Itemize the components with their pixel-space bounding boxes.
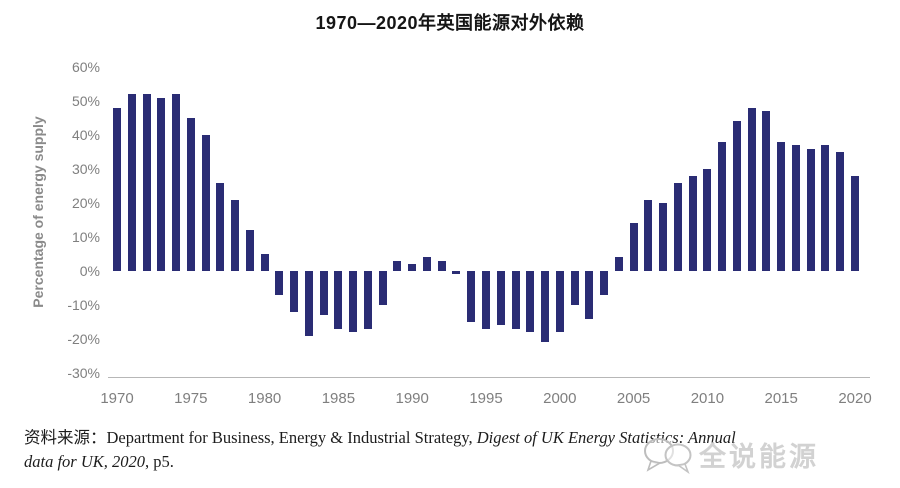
bar-2003: [600, 271, 609, 295]
y-tick-label: -30%: [67, 365, 100, 381]
bar-1975: [186, 118, 195, 271]
y-tick-label: 20%: [71, 195, 100, 211]
y-tick-label: 0%: [79, 263, 100, 279]
source-suffix: , p5.: [145, 452, 174, 471]
y-tick-label: -20%: [67, 331, 100, 347]
x-tick-label: 2020: [838, 390, 872, 407]
bar-2000: [555, 271, 564, 333]
bar-2011: [718, 141, 727, 271]
x-tick-label: 1975: [174, 390, 208, 407]
bar-2004: [614, 257, 623, 271]
bar-1982: [290, 271, 299, 312]
chart-title: 1970—2020年英国能源对外依赖: [315, 13, 585, 33]
source-line-1: 资料来源：Department for Business, Energy & I…: [24, 426, 890, 450]
bar-1974: [172, 94, 181, 271]
bar-1992: [437, 260, 446, 271]
x-tick-label: 1970: [100, 390, 134, 407]
source-prefix: 资料来源：: [24, 428, 107, 447]
bar-2014: [762, 111, 771, 271]
x-tick-label: 1990: [395, 390, 429, 407]
y-axis-ticks: 60% 50% 40% 30% 20% 10% 0% -10% -20% -30%: [0, 0, 100, 420]
x-tick-label: 1985: [321, 390, 356, 407]
y-tick-label: 50%: [71, 93, 100, 109]
bar-2010: [703, 169, 712, 271]
bar-2001: [570, 271, 579, 305]
bar-1976: [201, 135, 210, 271]
source-italic-2: data for UK, 2020: [24, 452, 146, 471]
bar-2015: [777, 141, 786, 271]
x-tick-label: 2005: [616, 390, 651, 407]
x-tick-label: 2015: [764, 390, 798, 407]
bar-2012: [732, 121, 741, 271]
bar-2020: [851, 175, 859, 271]
bar-1970: [113, 107, 121, 271]
x-tick-label: 1980: [247, 390, 282, 407]
bar-1979: [245, 230, 254, 271]
bar-1971: [127, 94, 136, 271]
bar-2013: [747, 107, 756, 271]
y-tick-label: 10%: [71, 229, 100, 245]
source-italic-1: Digest of UK Energy Statistics: Annual: [476, 428, 736, 447]
bar-1997: [511, 271, 520, 329]
x-tick-label: 2000: [543, 390, 577, 407]
bar-1985: [334, 271, 343, 329]
bar-1983: [304, 271, 313, 336]
bar-2006: [644, 199, 653, 271]
bar-1994: [467, 271, 476, 322]
y-tick-label: 30%: [71, 161, 100, 177]
bar-1996: [496, 271, 505, 326]
source-line-2: data for UK, 2020, p5.: [24, 450, 890, 474]
bar-1972: [142, 94, 151, 271]
bar-2009: [688, 175, 697, 271]
bar-1980: [260, 254, 269, 271]
bar-1981: [275, 271, 284, 295]
bar-2019: [836, 152, 845, 271]
x-axis-line: [108, 377, 870, 378]
bar-1998: [526, 271, 535, 333]
bar-1995: [482, 271, 490, 329]
x-tick-label: 2010: [690, 390, 725, 407]
x-tick-label: 1995: [469, 390, 503, 407]
bar-1993: [452, 271, 461, 275]
source-note: 资料来源：Department for Business, Energy & I…: [24, 426, 890, 474]
y-tick-label: -10%: [67, 297, 100, 313]
bar-1990: [408, 264, 417, 271]
bar-1999: [541, 271, 550, 343]
bar-2017: [806, 148, 815, 271]
source-text: Department for Business, Energy & Indust…: [106, 428, 477, 447]
y-tick-label: 60%: [71, 59, 100, 75]
bar-1977: [216, 182, 225, 271]
bar-1989: [393, 260, 402, 271]
bar-2016: [791, 145, 800, 271]
bar-1987: [363, 271, 372, 329]
bar-1973: [157, 97, 166, 271]
bar-2008: [673, 182, 682, 271]
bar-1991: [422, 257, 431, 271]
bar-1978: [231, 199, 240, 271]
bar-2005: [629, 223, 638, 271]
bar-2018: [821, 145, 830, 271]
y-tick-label: 40%: [71, 127, 100, 143]
bar-2002: [585, 271, 594, 319]
bar-2007: [659, 203, 668, 271]
bar-1988: [378, 271, 387, 305]
bar-1986: [349, 271, 358, 333]
bar-1984: [319, 271, 328, 316]
